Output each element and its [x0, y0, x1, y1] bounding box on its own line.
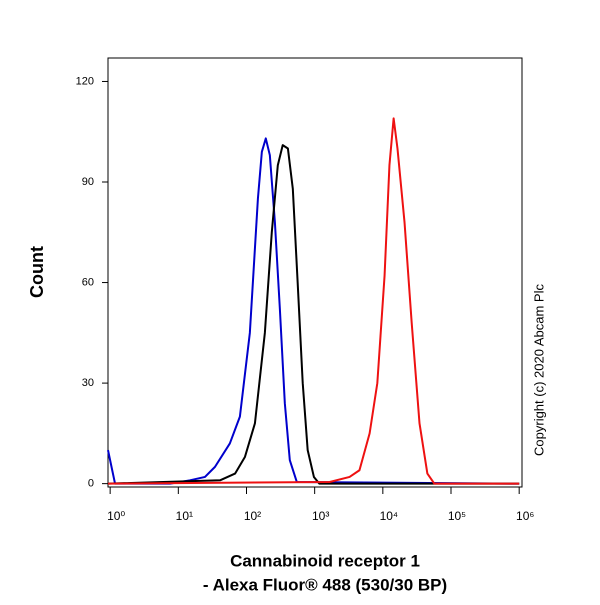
- plot-frame: [107, 57, 523, 488]
- series-line: [107, 137, 520, 485]
- y-tick-label: 30: [82, 377, 94, 389]
- series-line: [107, 144, 520, 485]
- x-tick-label: 10²: [244, 509, 261, 523]
- x-axis-label: Cannabinoid receptor 1: [230, 551, 420, 570]
- x-tick-label: 10⁵: [448, 509, 466, 523]
- y-tick-label: 90: [82, 176, 94, 188]
- y-tick-label: 120: [76, 75, 94, 87]
- x-tick-label: 10¹: [176, 509, 193, 523]
- y-tick-label: 60: [82, 276, 94, 288]
- copyright: Copyright (c) 2020 Abcam Plc: [531, 284, 546, 456]
- x-tick-label: 10³: [312, 509, 329, 523]
- y-tick-label: 0: [88, 478, 94, 490]
- x-tick-label: 10⁴: [380, 509, 399, 523]
- x-tick-label: 10⁶: [516, 509, 534, 523]
- y-axis-label: Count: [27, 246, 47, 298]
- x-axis-label: - Alexa Fluor® 488 (530/30 BP): [203, 575, 447, 594]
- series-line: [107, 117, 520, 485]
- x-tick-label: 10⁰: [107, 509, 125, 523]
